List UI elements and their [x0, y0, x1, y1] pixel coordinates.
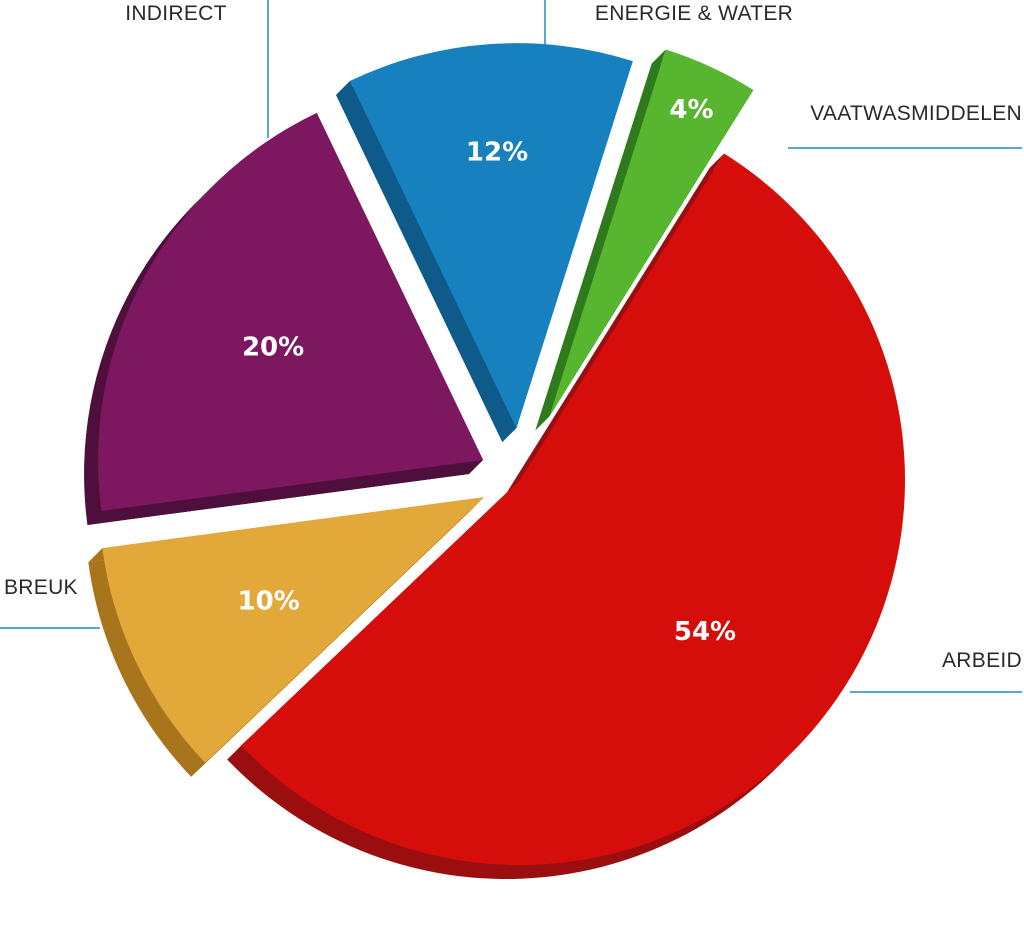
value-label-vaatwasmiddelen: 4%: [669, 95, 713, 125]
slice-vaatwasmiddelen: [549, 49, 754, 417]
category-label-vaatwasmiddelen: VAATWASMIDDELEN: [810, 102, 1022, 125]
category-label-indirect: INDIRECT: [125, 2, 227, 25]
slice-tops: [98, 43, 906, 865]
category-label-breuk: BREUK: [4, 576, 78, 599]
category-label-arbeid: ARBEID: [942, 649, 1022, 672]
slice-edge-energie-water: [336, 61, 633, 443]
leader-lines: [0, 0, 1022, 693]
value-label-arbeid: 54%: [674, 617, 736, 647]
value-label-energie-water: 12%: [466, 138, 528, 168]
value-label-breuk: 10%: [238, 586, 300, 616]
value-label-indirect: 20%: [242, 332, 304, 362]
slice-arbeid: [241, 153, 906, 865]
slice-labels: 54% ARBEID 10% BREUK 20% INDIRECT 12% ENERGIE &…: [4, 2, 1022, 672]
slice-breuk: [102, 497, 484, 763]
slice-energie-water: [350, 43, 633, 429]
slice-indirect: [98, 112, 484, 511]
category-label-energie-water: ENERGIE & WATER: [595, 2, 793, 25]
